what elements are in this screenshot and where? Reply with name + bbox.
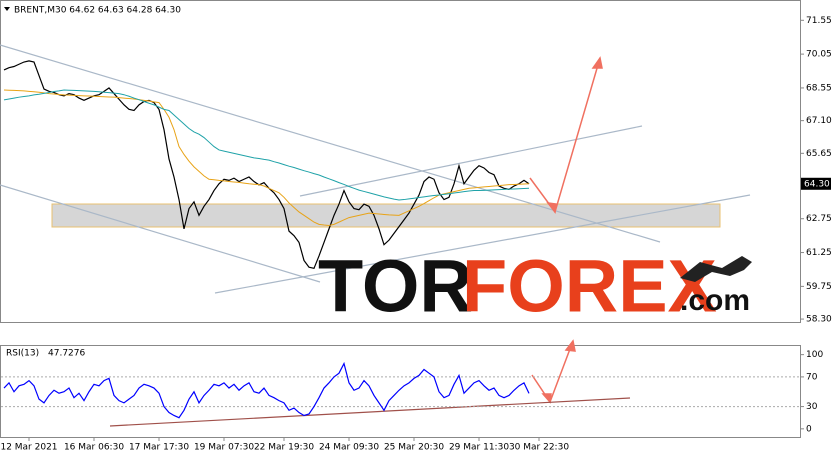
- y-tick-label: 100: [806, 350, 823, 360]
- y-tick-label: 59.75: [806, 282, 832, 292]
- trendline: [0, 44, 661, 243]
- main-panel: [0, 0, 801, 323]
- series-line: [3, 60, 530, 270]
- arrow-head: [564, 339, 576, 352]
- main-title: BRENT,M30 64.62 64.63 64.28 64.30: [14, 6, 181, 16]
- x-tick-label: 19 Mar 07:30: [194, 443, 254, 453]
- trendline: [214, 194, 751, 294]
- y-tick-label: 67.10: [806, 116, 832, 126]
- y-tick-label: 70: [806, 372, 818, 382]
- y-tick-label: 61.25: [806, 248, 832, 258]
- last-price-box: [801, 177, 831, 190]
- x-tick-label: 17 Mar 17:30: [129, 443, 189, 453]
- series-line: [3, 89, 530, 201]
- watermark-red: FOREX: [462, 245, 717, 328]
- y-tick-label: 0: [806, 424, 812, 434]
- bull-icon: [680, 256, 752, 282]
- support-zone: [51, 203, 721, 228]
- arrow-head: [591, 56, 603, 69]
- x-tick-label: 30 Mar 22:30: [509, 443, 569, 453]
- y-tick-label: 62.75: [806, 214, 832, 224]
- x-tick-label: 16 Mar 06:30: [64, 443, 124, 453]
- last-price-label: 64.30: [804, 179, 830, 189]
- x-tick-label: 24 Mar 09:30: [319, 443, 379, 453]
- watermark-suffix: .com: [680, 284, 750, 317]
- y-tick-label: 58.30: [806, 315, 832, 325]
- arrow-head: [546, 202, 557, 214]
- rsi-trendline: [109, 397, 631, 427]
- series-line: [3, 361, 530, 419]
- watermark: TOR FOREX .com: [318, 245, 752, 328]
- trendline: [299, 125, 643, 197]
- rsi-current: 47.7276: [48, 349, 85, 359]
- y-tick-label: 70.05: [806, 50, 832, 60]
- y-tick-label: 71.55: [806, 16, 832, 26]
- x-tick-label: 29 Mar 11:30: [449, 443, 509, 453]
- y-tick-label: 65.65: [806, 149, 832, 159]
- rsi-panel: [0, 345, 801, 438]
- trendline: [0, 184, 321, 283]
- trendlines: [0, 44, 751, 294]
- x-tick-label: 12 Mar 2021: [0, 443, 57, 453]
- menu-triangle: [4, 7, 10, 11]
- x-tick-label: 22 Mar 19:30: [254, 443, 314, 453]
- watermark-dark: TOR: [318, 245, 473, 328]
- arrow-head: [541, 393, 552, 404]
- x-tick-label: 25 Mar 20:30: [384, 443, 444, 453]
- rsi-title: RSI(13): [6, 349, 39, 359]
- y-tick-label: 68.55: [806, 83, 832, 93]
- y-tick-label: 30: [806, 402, 818, 412]
